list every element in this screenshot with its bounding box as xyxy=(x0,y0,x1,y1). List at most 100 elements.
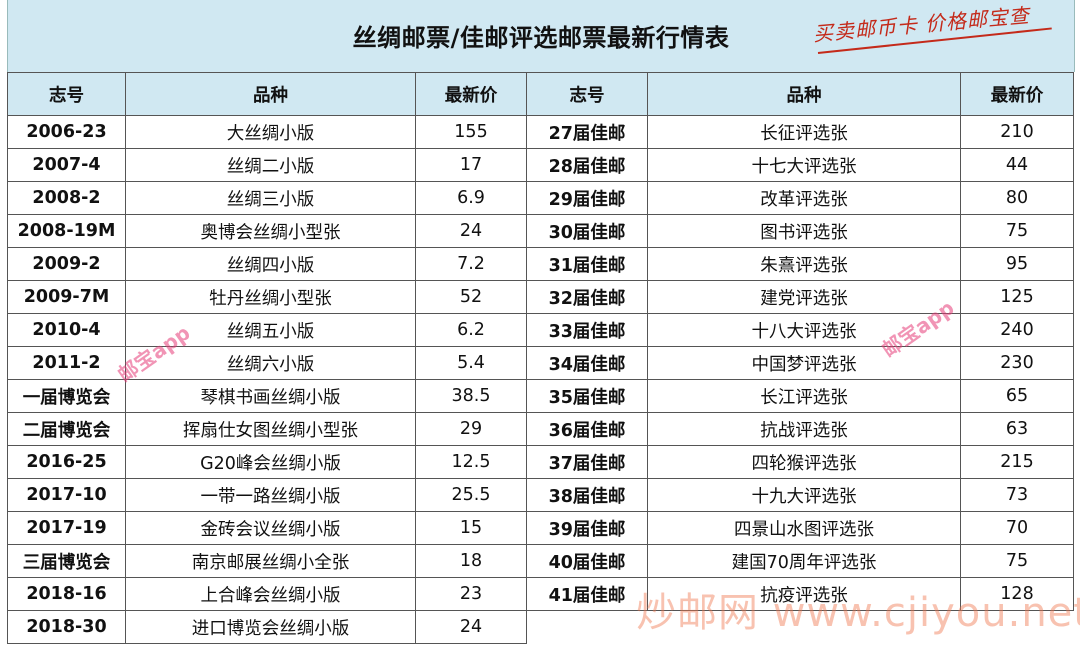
left-price-cell: 18 xyxy=(415,544,527,578)
left-code-cell: 2017-19 xyxy=(7,511,126,545)
price-table: 志号 品种 最新价 志号 品种 最新价 2006-23 大丝绸小版 155 27届佳邮… xyxy=(7,72,1074,644)
left-name-cell: 丝绸二小版 xyxy=(125,148,416,182)
left-name-cell: 上合峰会丝绸小版 xyxy=(125,577,416,611)
left-code-cell: 2017-10 xyxy=(7,478,126,512)
left-price-cell: 6.2 xyxy=(415,313,527,347)
right-code-cell: 36届佳邮 xyxy=(526,412,648,446)
header-code-right: 志号 xyxy=(526,72,648,116)
table-row: 2016-25 G20峰会丝绸小版 12.5 37届佳邮 四轮猴评选张 215 xyxy=(7,445,1074,479)
left-code-cell: 二届博览会 xyxy=(7,412,126,446)
right-name-cell: 建党评选张 xyxy=(647,280,961,314)
header-price-left: 最新价 xyxy=(415,72,527,116)
left-name-cell: 一带一路丝绸小版 xyxy=(125,478,416,512)
page-title: 丝绸邮票/佳邮评选邮票最新行情表 xyxy=(352,24,730,52)
left-name-cell: 南京邮展丝绸小全张 xyxy=(125,544,416,578)
right-code-cell: 32届佳邮 xyxy=(526,280,648,314)
right-name-cell: 四景山水图评选张 xyxy=(647,511,961,545)
right-price-cell: 80 xyxy=(960,181,1074,215)
header-row: 志号 品种 最新价 志号 品种 最新价 xyxy=(7,72,1074,116)
right-price-cell: 75 xyxy=(960,214,1074,248)
right-code-cell: 30届佳邮 xyxy=(526,214,648,248)
right-code-cell: 29届佳邮 xyxy=(526,181,648,215)
right-name-cell: 建国70周年评选张 xyxy=(647,544,961,578)
header-name-right: 品种 xyxy=(647,72,961,116)
table-row: 一届博览会 琴棋书画丝绸小版 38.5 35届佳邮 长江评选张 65 xyxy=(7,379,1074,413)
right-price-cell: 44 xyxy=(960,148,1074,182)
left-price-cell: 24 xyxy=(415,610,527,644)
left-code-cell: 2010-4 xyxy=(7,313,126,347)
right-price-cell: 128 xyxy=(960,577,1074,611)
left-name-cell: 金砖会议丝绸小版 xyxy=(125,511,416,545)
left-code-cell: 一届博览会 xyxy=(7,379,126,413)
right-name-cell: 抗战评选张 xyxy=(647,412,961,446)
left-name-cell: 丝绸三小版 xyxy=(125,181,416,215)
right-name-cell: 十七大评选张 xyxy=(647,148,961,182)
left-code-cell: 2008-19M xyxy=(7,214,126,248)
right-code-cell: 35届佳邮 xyxy=(526,379,648,413)
header-price-right: 最新价 xyxy=(960,72,1074,116)
left-price-cell: 15 xyxy=(415,511,527,545)
right-name-cell: 十九大评选张 xyxy=(647,478,961,512)
left-code-cell: 2016-25 xyxy=(7,445,126,479)
left-code-cell: 2018-30 xyxy=(7,610,126,644)
left-name-cell: 丝绸四小版 xyxy=(125,247,416,281)
right-code-cell: 27届佳邮 xyxy=(526,115,648,149)
right-price-cell: 63 xyxy=(960,412,1074,446)
left-price-cell: 7.2 xyxy=(415,247,527,281)
table-row: 2007-4 丝绸二小版 17 28届佳邮 十七大评选张 44 xyxy=(7,148,1074,182)
table-row: 2011-2 丝绸六小版 5.4 34届佳邮 中国梦评选张 230 xyxy=(7,346,1074,380)
left-price-cell: 6.9 xyxy=(415,181,527,215)
left-price-cell: 24 xyxy=(415,214,527,248)
right-price-cell: 75 xyxy=(960,544,1074,578)
left-name-cell: 牡丹丝绸小型张 xyxy=(125,280,416,314)
right-price-cell: 65 xyxy=(960,379,1074,413)
left-price-cell: 12.5 xyxy=(415,445,527,479)
left-code-cell: 2018-16 xyxy=(7,577,126,611)
right-code-cell: 31届佳邮 xyxy=(526,247,648,281)
left-price-cell: 52 xyxy=(415,280,527,314)
right-name-cell: 改革评选张 xyxy=(647,181,961,215)
right-name-cell: 朱熹评选张 xyxy=(647,247,961,281)
table-row: 2009-2 丝绸四小版 7.2 31届佳邮 朱熹评选张 95 xyxy=(7,247,1074,281)
left-name-cell: G20峰会丝绸小版 xyxy=(125,445,416,479)
left-name-cell: 琴棋书画丝绸小版 xyxy=(125,379,416,413)
left-price-cell: 155 xyxy=(415,115,527,149)
right-code-cell: 41届佳邮 xyxy=(526,577,648,611)
left-code-cell: 三届博览会 xyxy=(7,544,126,578)
left-price-cell: 38.5 xyxy=(415,379,527,413)
right-name-cell: 中国梦评选张 xyxy=(647,346,961,380)
table-row: 2018-16 上合峰会丝绸小版 23 41届佳邮 抗疫评选张 128 xyxy=(7,577,1074,611)
watermark-bottom: 炒邮网 www.cjiyou.net xyxy=(636,590,1080,636)
header-code-left: 志号 xyxy=(7,72,126,116)
table-row: 2008-19M 奥博会丝绸小型张 24 30届佳邮 图书评选张 75 xyxy=(7,214,1074,248)
right-price-cell: 73 xyxy=(960,478,1074,512)
right-code-cell: 37届佳邮 xyxy=(526,445,648,479)
left-price-cell: 29 xyxy=(415,412,527,446)
header-name-left: 品种 xyxy=(125,72,416,116)
left-name-cell: 进口博览会丝绸小版 xyxy=(125,610,416,644)
left-price-cell: 5.4 xyxy=(415,346,527,380)
right-name-cell: 图书评选张 xyxy=(647,214,961,248)
table-row: 2017-10 一带一路丝绸小版 25.5 38届佳邮 十九大评选张 73 xyxy=(7,478,1074,512)
left-code-cell: 2009-7M xyxy=(7,280,126,314)
right-code-cell: 40届佳邮 xyxy=(526,544,648,578)
right-code-cell: 39届佳邮 xyxy=(526,511,648,545)
left-price-cell: 23 xyxy=(415,577,527,611)
left-code-cell: 2011-2 xyxy=(7,346,126,380)
right-price-cell: 240 xyxy=(960,313,1074,347)
right-price-cell: 210 xyxy=(960,115,1074,149)
table-row: 2008-2 丝绸三小版 6.9 29届佳邮 改革评选张 80 xyxy=(7,181,1074,215)
right-name-cell: 抗疫评选张 xyxy=(647,577,961,611)
title-bar: 丝绸邮票/佳邮评选邮票最新行情表 买卖邮币卡 价格邮宝查 xyxy=(7,0,1075,72)
right-code-cell: 34届佳邮 xyxy=(526,346,648,380)
table-row: 2006-23 大丝绸小版 155 27届佳邮 长征评选张 210 xyxy=(7,115,1074,149)
left-price-cell: 17 xyxy=(415,148,527,182)
table-row: 2009-7M 牡丹丝绸小型张 52 32届佳邮 建党评选张 125 xyxy=(7,280,1074,314)
right-name-cell: 四轮猴评选张 xyxy=(647,445,961,479)
left-code-cell: 2009-2 xyxy=(7,247,126,281)
right-price-cell: 125 xyxy=(960,280,1074,314)
left-code-cell: 2006-23 xyxy=(7,115,126,149)
right-name-cell: 长征评选张 xyxy=(647,115,961,149)
right-price-cell: 230 xyxy=(960,346,1074,380)
table-row: 2018-30 进口博览会丝绸小版 24 xyxy=(7,610,1074,644)
